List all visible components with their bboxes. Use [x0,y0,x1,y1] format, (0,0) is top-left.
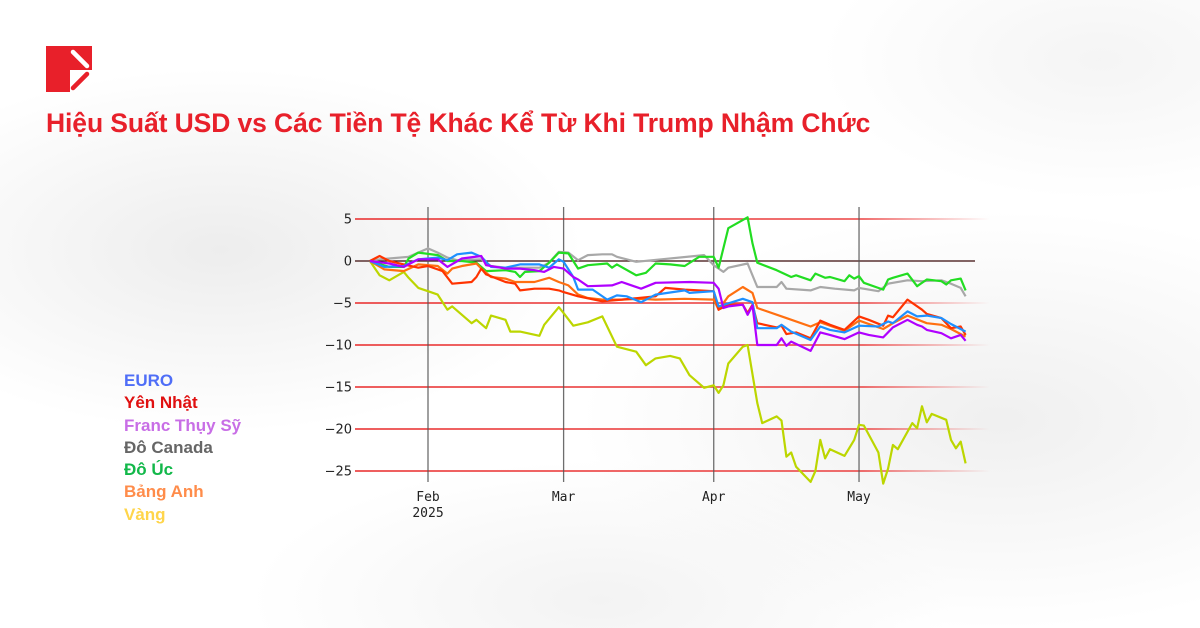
y-tick-label: −20 [325,423,352,438]
legend-item-cad: Đô Canada [124,437,213,457]
y-gridline [355,302,990,304]
x-tick-label: Mar [552,490,576,505]
y-tick-label: −15 [325,381,352,396]
x-tick-sublabel: 2025 [412,506,443,521]
x-tick-label: Feb [416,490,440,505]
brand-logo [46,46,92,92]
legend-item-euro: EURO [124,371,174,390]
chart-title: Hiệu Suất USD vs Các Tiền Tệ Khác Kể Từ … [46,108,871,138]
y-gridline [355,428,990,430]
series-line-4 [369,216,967,291]
x-tick-label: May [847,490,871,505]
y-tick-label: 5 [344,213,352,228]
legend: EURO Yên Nhật Franc Thụy Sỹ Đô Canada Đô… [124,370,241,526]
series-line-5 [369,260,967,338]
y-tick-label: −5 [333,297,352,312]
y-gridline [355,344,990,346]
y-tick-label: −10 [325,339,352,354]
y-tick-label: −25 [325,465,352,480]
series-line-6 [368,260,967,485]
legend-item-aud: Đô Úc [124,460,174,480]
x-tick-label: Apr [702,490,726,505]
legend-item-gold: Vàng [124,504,166,524]
legend-item-gbp: Bảng Anh [124,482,204,502]
y-tick-label: 0 [344,255,352,270]
legend-item-franc: Franc Thụy Sỹ [124,415,242,435]
series-line-2 [369,254,967,352]
legend-item-yen: Yên Nhật [124,393,198,413]
y-gridline [355,470,990,472]
y-gridline [355,218,990,220]
y-gridline [355,386,990,388]
